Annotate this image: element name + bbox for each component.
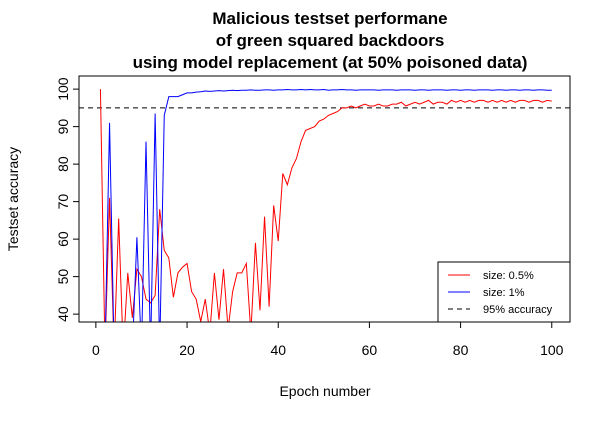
chart-title: Malicious testset performane xyxy=(212,9,447,28)
x-axis-label: Epoch number xyxy=(279,383,370,399)
x-tick-label: 0 xyxy=(92,342,100,358)
legend-label: 95% accuracy xyxy=(483,304,553,316)
y-tick-label: 70 xyxy=(55,194,71,210)
x-tick-label: 80 xyxy=(453,342,469,358)
x-tick-label: 60 xyxy=(362,342,378,358)
x-tick-label: 40 xyxy=(270,342,286,358)
y-tick-label: 100 xyxy=(55,77,71,101)
y-tick-label: 50 xyxy=(55,269,71,285)
y-tick-label: 60 xyxy=(55,231,71,247)
plot-area xyxy=(79,88,570,322)
y-tick-label: 80 xyxy=(55,156,71,172)
x-tick-label: 100 xyxy=(540,342,564,358)
x-tick-label: 20 xyxy=(179,342,195,358)
y-tick-label: 40 xyxy=(55,306,71,322)
series-line xyxy=(105,88,552,322)
series-line xyxy=(99,89,552,322)
y-tick-label: 90 xyxy=(55,119,71,135)
legend-label: size: 1% xyxy=(483,287,525,299)
chart-title: using model replacement (at 50% poisoned… xyxy=(133,53,528,72)
y-axis-label: Testset accuracy xyxy=(5,147,21,251)
chart-title: of green squared backdoors xyxy=(216,31,445,50)
legend-label: size: 0.5% xyxy=(483,270,534,282)
